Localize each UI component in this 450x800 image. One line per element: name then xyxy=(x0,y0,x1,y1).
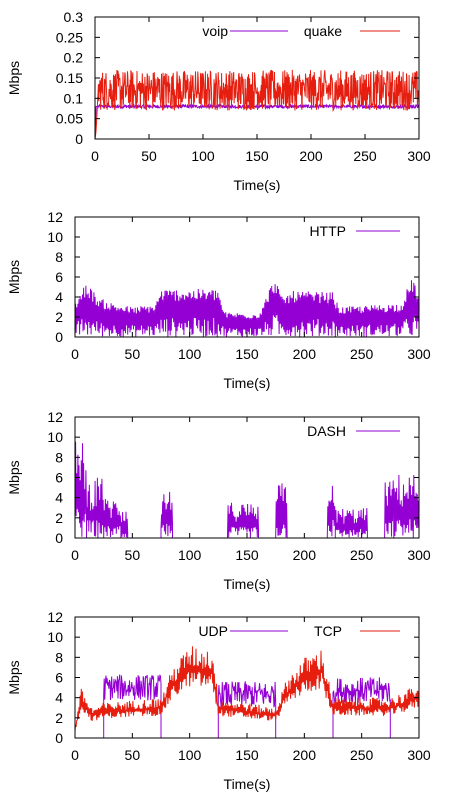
y-tick-label: 6 xyxy=(55,269,63,285)
x-tick-label: 100 xyxy=(191,148,215,164)
x-tick-label: 200 xyxy=(293,747,317,763)
y-tick-label: 2 xyxy=(55,309,63,325)
x-axis-label: Time(s) xyxy=(234,177,281,193)
x-tick-label: 300 xyxy=(407,346,431,362)
y-tick-label: 0 xyxy=(75,131,83,147)
legend-label-voip: voip xyxy=(202,23,228,39)
y-tick-label: 8 xyxy=(55,449,63,465)
chart-panel-1: 0 50 100 150 200 250 300 0 0.05 0.1 0.15 0.2 0.25 0.3… xyxy=(6,9,431,193)
y-tick-label: 12 xyxy=(47,609,63,625)
y-tick-label: 12 xyxy=(47,209,63,225)
series-line-tcp xyxy=(74,646,420,731)
x-tick-label: 100 xyxy=(178,547,202,563)
y-axis-label: Mbps xyxy=(6,460,22,494)
legend-label-dash: DASH xyxy=(307,423,346,439)
legend-label-quake: quake xyxy=(304,23,342,39)
x-tick-label: 50 xyxy=(125,346,141,362)
y-tick-label: 10 xyxy=(47,229,63,245)
x-tick-label: 100 xyxy=(178,346,202,362)
chart-panel-4: 0 50 100 150 200 250 300 0 2 4 6 8 10 12 Time(s) Mbps UD… xyxy=(6,609,431,792)
y-tick-label: 6 xyxy=(55,470,63,486)
y-tick-label: 10 xyxy=(47,629,63,645)
x-axis-label: Time(s) xyxy=(224,375,271,391)
x-tick-label: 250 xyxy=(353,148,377,164)
y-tick-label: 8 xyxy=(55,249,63,265)
y-tick-label: 0.2 xyxy=(64,50,84,66)
series-line-dash xyxy=(74,441,420,539)
plot-frame xyxy=(74,616,420,739)
x-tick-label: 200 xyxy=(299,148,323,164)
x-tick-label: 50 xyxy=(125,547,141,563)
y-tick-label: 2 xyxy=(55,710,63,726)
y-tick-label: 4 xyxy=(55,289,63,305)
x-tick-label: 250 xyxy=(350,346,374,362)
y-tick-label: 0 xyxy=(55,730,63,746)
y-tick-label: 2 xyxy=(55,510,63,526)
chart-panel-3: 0 50 100 150 200 250 300 0 2 4 6 8 10 12 Time(s) Mbps DA… xyxy=(6,409,431,592)
x-tick-label: 150 xyxy=(235,547,259,563)
x-tick-label: 50 xyxy=(141,148,157,164)
x-axis-label: Time(s) xyxy=(224,776,271,792)
x-tick-label: 0 xyxy=(71,547,79,563)
x-tick-label: 300 xyxy=(407,747,431,763)
y-tick-label: 0.25 xyxy=(56,29,83,45)
y-tick-label: 12 xyxy=(47,409,63,425)
y-tick-label: 4 xyxy=(55,490,63,506)
y-tick-label: 0.3 xyxy=(64,9,84,25)
y-axis-label: Mbps xyxy=(6,660,22,694)
x-tick-label: 300 xyxy=(407,148,431,164)
y-tick-label: 10 xyxy=(47,429,63,445)
y-tick-label: 4 xyxy=(55,690,63,706)
y-axis-label: Mbps xyxy=(6,61,22,95)
y-tick-label: 0.15 xyxy=(56,70,83,86)
y-tick-label: 0.05 xyxy=(56,111,83,127)
series-line-voip xyxy=(94,103,420,140)
x-tick-label: 200 xyxy=(293,547,317,563)
x-tick-label: 150 xyxy=(235,346,259,362)
x-tick-label: 150 xyxy=(245,148,269,164)
series-line-udp xyxy=(75,674,419,739)
x-tick-label: 250 xyxy=(350,747,374,763)
y-axis-label: Mbps xyxy=(6,260,22,294)
series-line-quake xyxy=(94,69,420,140)
legend-label-udp: UDP xyxy=(198,623,228,639)
y-tick-label: 6 xyxy=(55,670,63,686)
y-tick-label: 0 xyxy=(55,530,63,546)
x-tick-label: 0 xyxy=(71,747,79,763)
x-tick-label: 0 xyxy=(71,346,79,362)
y-tick-label: 0.1 xyxy=(64,90,84,106)
x-tick-label: 150 xyxy=(235,747,259,763)
x-tick-label: 250 xyxy=(350,547,374,563)
y-tick-label: 8 xyxy=(55,649,63,665)
y-tick-label: 0 xyxy=(55,329,63,345)
x-tick-label: 50 xyxy=(125,747,141,763)
x-tick-label: 0 xyxy=(91,148,99,164)
x-tick-label: 100 xyxy=(178,747,202,763)
legend-label-tcp: TCP xyxy=(314,623,342,639)
chart-panel-2: 0 50 100 150 200 250 300 0 2 4 6 8 10 12 Time(s) Mbps HT… xyxy=(6,209,431,391)
x-axis-label: Time(s) xyxy=(224,576,271,592)
x-tick-label: 200 xyxy=(293,346,317,362)
series-line-http xyxy=(74,280,420,338)
legend-label-http: HTTP xyxy=(309,223,346,239)
x-tick-label: 300 xyxy=(407,547,431,563)
